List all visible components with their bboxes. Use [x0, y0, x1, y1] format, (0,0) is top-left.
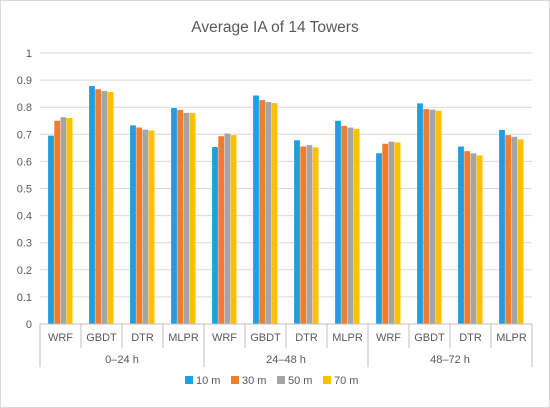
legend-label: 70 m — [334, 375, 358, 387]
bar — [511, 136, 518, 324]
chart-title: Average IA of 14 Towers — [191, 19, 359, 36]
bar — [48, 135, 54, 324]
x-category-label: DTR — [295, 332, 318, 344]
bar — [253, 95, 259, 324]
bar — [101, 90, 108, 324]
bar — [347, 127, 354, 325]
legend-swatch — [323, 376, 331, 384]
bar — [353, 128, 360, 324]
bar — [376, 153, 382, 324]
bar — [464, 151, 471, 324]
bar — [429, 109, 436, 324]
x-category-label: GBDT — [86, 332, 117, 344]
bar — [189, 112, 196, 325]
legend-item: 30 m — [231, 375, 266, 387]
legend-label: 30 m — [242, 375, 266, 387]
x-category-label: DTR — [131, 332, 154, 344]
bar — [306, 145, 313, 324]
bar — [394, 142, 401, 324]
bar — [517, 139, 524, 324]
bar — [171, 108, 177, 324]
x-category-label: MLPR — [332, 332, 363, 344]
bar — [312, 147, 319, 324]
x-category-label: WRF — [376, 332, 401, 344]
y-tick-label: 0.5 — [17, 184, 32, 196]
x-group-label: 0–24 h — [105, 354, 139, 366]
bar — [54, 120, 61, 324]
legend-swatch — [231, 376, 239, 384]
bar — [66, 118, 73, 324]
legend-label: 10 m — [196, 375, 220, 387]
bar — [218, 136, 225, 324]
y-tick-label: 1 — [26, 48, 32, 60]
legend-item: 70 m — [323, 375, 358, 387]
bar — [142, 129, 149, 324]
bar — [148, 130, 155, 324]
bar — [423, 109, 430, 324]
bar — [271, 103, 278, 324]
x-group-label: 24–48 h — [266, 354, 306, 366]
bar — [60, 117, 67, 325]
bar — [435, 110, 442, 325]
legend-swatch — [185, 376, 193, 384]
bar — [300, 146, 307, 324]
bar — [476, 155, 483, 324]
legend-swatch — [277, 376, 285, 384]
y-tick-label: 0.4 — [17, 211, 32, 223]
bar — [470, 153, 477, 324]
bar — [183, 112, 190, 325]
x-axis: WRF GBDT DTR MLPR 0–24 h WRF GBDT DTR MLPR 24–48 … — [39, 323, 533, 367]
bar — [294, 140, 300, 324]
x-category-label: MLPR — [496, 332, 527, 344]
bar — [499, 129, 505, 324]
bar — [224, 133, 231, 324]
bar — [417, 103, 423, 324]
y-axis: 0 0.1 0.2 0.3 0.4 0.5 0.6 0.7 0.8 0.9 1 — [17, 48, 32, 331]
bar — [177, 109, 184, 324]
y-tick-label: 0.3 — [17, 238, 32, 250]
bar — [89, 86, 95, 324]
x-category-label: WRF — [212, 332, 237, 344]
bars — [48, 86, 524, 325]
y-tick-label: 0.7 — [17, 129, 32, 141]
bar — [230, 135, 237, 324]
y-tick-label: 0 — [26, 319, 32, 331]
x-category-label: WRF — [48, 332, 73, 344]
bar — [265, 102, 272, 325]
bar — [505, 135, 512, 324]
bar — [382, 143, 389, 324]
y-tick-label: 0.2 — [17, 265, 32, 277]
y-tick-label: 0.6 — [17, 156, 32, 168]
x-category-label: MLPR — [168, 332, 199, 344]
bar — [212, 147, 218, 324]
y-tick-label: 0.1 — [17, 292, 32, 304]
bar — [107, 92, 114, 324]
bar — [259, 100, 266, 325]
legend: 10 m 30 m 50 m 70 m — [185, 375, 358, 387]
legend-item: 10 m — [185, 375, 220, 387]
x-group-label: 48–72 h — [430, 354, 470, 366]
x-category-label: DTR — [459, 332, 482, 344]
y-tick-label: 0.8 — [17, 102, 32, 114]
bar — [136, 127, 143, 325]
x-category-label: GBDT — [250, 332, 281, 344]
legend-item: 50 m — [277, 375, 312, 387]
bar — [458, 146, 464, 324]
x-category-label: GBDT — [414, 332, 445, 344]
bar — [95, 89, 102, 325]
bar — [341, 125, 348, 324]
gridlines — [40, 52, 532, 298]
bar — [130, 125, 136, 325]
bar — [388, 141, 395, 324]
bar — [335, 120, 341, 324]
legend-label: 50 m — [288, 375, 312, 387]
y-tick-label: 0.9 — [17, 75, 32, 87]
